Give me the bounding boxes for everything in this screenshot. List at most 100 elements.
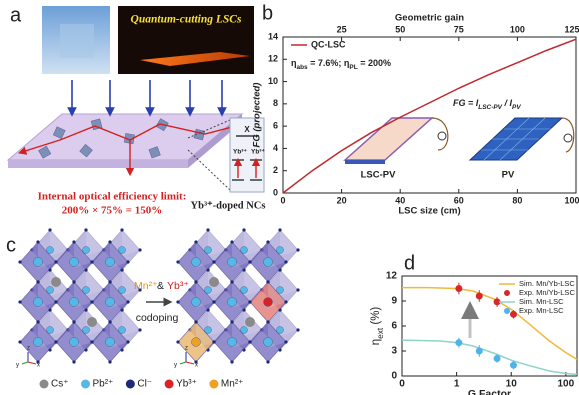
panel-c: c Mn²⁺ & Yb³⁺ codoping z y x z y x Cs⁺ Pb²⁺ Cl⁻ Y… <box>6 228 300 390</box>
text-part: ext <box>376 327 385 339</box>
data-point <box>493 355 501 362</box>
octahedron-face <box>208 310 226 336</box>
legend-swatch <box>504 308 510 314</box>
a-site-ion <box>209 277 219 287</box>
halide-ion <box>72 320 76 324</box>
b-site-ion <box>118 326 126 334</box>
halide-ion <box>54 340 58 344</box>
y-tick-label: 6 <box>391 321 397 332</box>
inset-label: LSC-PV <box>361 170 397 181</box>
halide-ion <box>206 228 210 232</box>
y-tick-label: 4 <box>273 143 278 153</box>
x2-tick-label: 50 <box>395 24 405 34</box>
y-tick-label: 8 <box>273 98 278 108</box>
b-site-ion <box>276 286 284 294</box>
text-part: = 7.6%; η <box>308 58 350 68</box>
legend-label: Exp. Mn/Yb-LSC <box>519 288 575 297</box>
halide-ion <box>84 228 88 232</box>
legend-swatch <box>504 290 510 296</box>
halide-ion <box>248 260 252 264</box>
x-tick-label: 60 <box>454 195 464 205</box>
halide-ion <box>126 340 130 344</box>
dopant: Yb³⁺ <box>167 280 189 292</box>
halide-ion <box>266 240 270 244</box>
text-part: LSC-PV <box>478 104 502 111</box>
y-tick-label: 10 <box>268 76 278 86</box>
legend-swatch <box>209 379 219 389</box>
halide-ion <box>212 340 216 344</box>
data-point <box>509 310 517 318</box>
legend-label: Cs⁺ <box>51 379 69 390</box>
axis-glyph-label: y <box>16 363 19 369</box>
halide-ion <box>126 300 130 304</box>
state-label: X <box>244 125 250 134</box>
x-tick-label: 100 <box>558 379 575 390</box>
panel-b-insets <box>343 117 575 164</box>
halide-ion <box>212 300 216 304</box>
y-tick-label: 3 <box>391 346 397 357</box>
b-site-ion <box>240 326 248 334</box>
y-tick-label: 14 <box>268 31 278 41</box>
halide-ion <box>36 320 40 324</box>
text-part: / I <box>502 98 513 108</box>
halide-ion <box>266 320 270 324</box>
b-site-ion <box>105 337 115 347</box>
b-site-ion <box>105 257 115 267</box>
legend-label: Pb²⁺ <box>93 379 114 390</box>
halide-ion <box>90 340 94 344</box>
halide-ion <box>108 280 112 284</box>
legend-swatch <box>81 379 90 389</box>
panel-label: c <box>6 234 16 256</box>
halide-ion <box>90 260 94 264</box>
data-point <box>475 292 483 300</box>
halide-ion <box>126 260 130 264</box>
data-point <box>509 361 517 369</box>
meter <box>437 131 447 141</box>
data-point <box>493 298 501 306</box>
legend-label: Sim. Mn-LSC <box>519 297 564 306</box>
b-site-ion <box>46 246 54 254</box>
halide-ion <box>54 300 58 304</box>
halide-ion <box>284 260 288 264</box>
axis-glyph-label: x <box>37 363 40 369</box>
incident-arrows <box>67 80 227 117</box>
axis-glyph-label: y <box>174 363 177 369</box>
octahedron-face <box>208 230 226 256</box>
octahedron-face <box>122 230 140 256</box>
y-tick-label: 9 <box>391 296 397 307</box>
halide-ion <box>248 340 252 344</box>
octahedron-face <box>244 230 262 256</box>
y-tick-label: 12 <box>386 271 398 282</box>
b-site-ion <box>191 297 201 307</box>
x2-tick-label: 125 <box>564 24 579 34</box>
x-axis-label: LSC size (cm) <box>398 206 460 217</box>
b-site-ion <box>191 337 201 347</box>
series-line <box>401 339 578 376</box>
axis-glyph-label: z <box>27 346 30 352</box>
panel-a: a Quantum-cutting LSCs <box>6 4 265 217</box>
b-site-ion <box>82 246 90 254</box>
halide-ion <box>72 280 76 284</box>
zoom-line <box>187 149 231 191</box>
legend-label: Sim. Mn/Yb-LSC <box>519 279 575 288</box>
x-tick-label: 0 <box>280 195 285 205</box>
dopant-join: & <box>157 280 164 292</box>
octahedron-face <box>86 270 104 296</box>
limit-title: Internal optical efficiency limit: <box>38 191 187 203</box>
x-tick-label: 1 <box>454 379 460 390</box>
b-site-ion <box>82 326 90 334</box>
halide-ion <box>296 248 300 252</box>
axis-glyph-label: z <box>185 346 188 352</box>
emission-paths <box>17 122 241 177</box>
halide-ion <box>108 240 112 244</box>
b-site-ion <box>227 337 237 347</box>
halide-ion <box>230 360 234 364</box>
b-site-ion <box>276 246 284 254</box>
halide-ion <box>72 240 76 244</box>
x-tick-label: 20 <box>337 195 347 205</box>
halide-ion <box>296 288 300 292</box>
legend-label: QC-LSC <box>311 39 346 49</box>
data-point <box>455 285 463 292</box>
series-line <box>282 38 577 194</box>
